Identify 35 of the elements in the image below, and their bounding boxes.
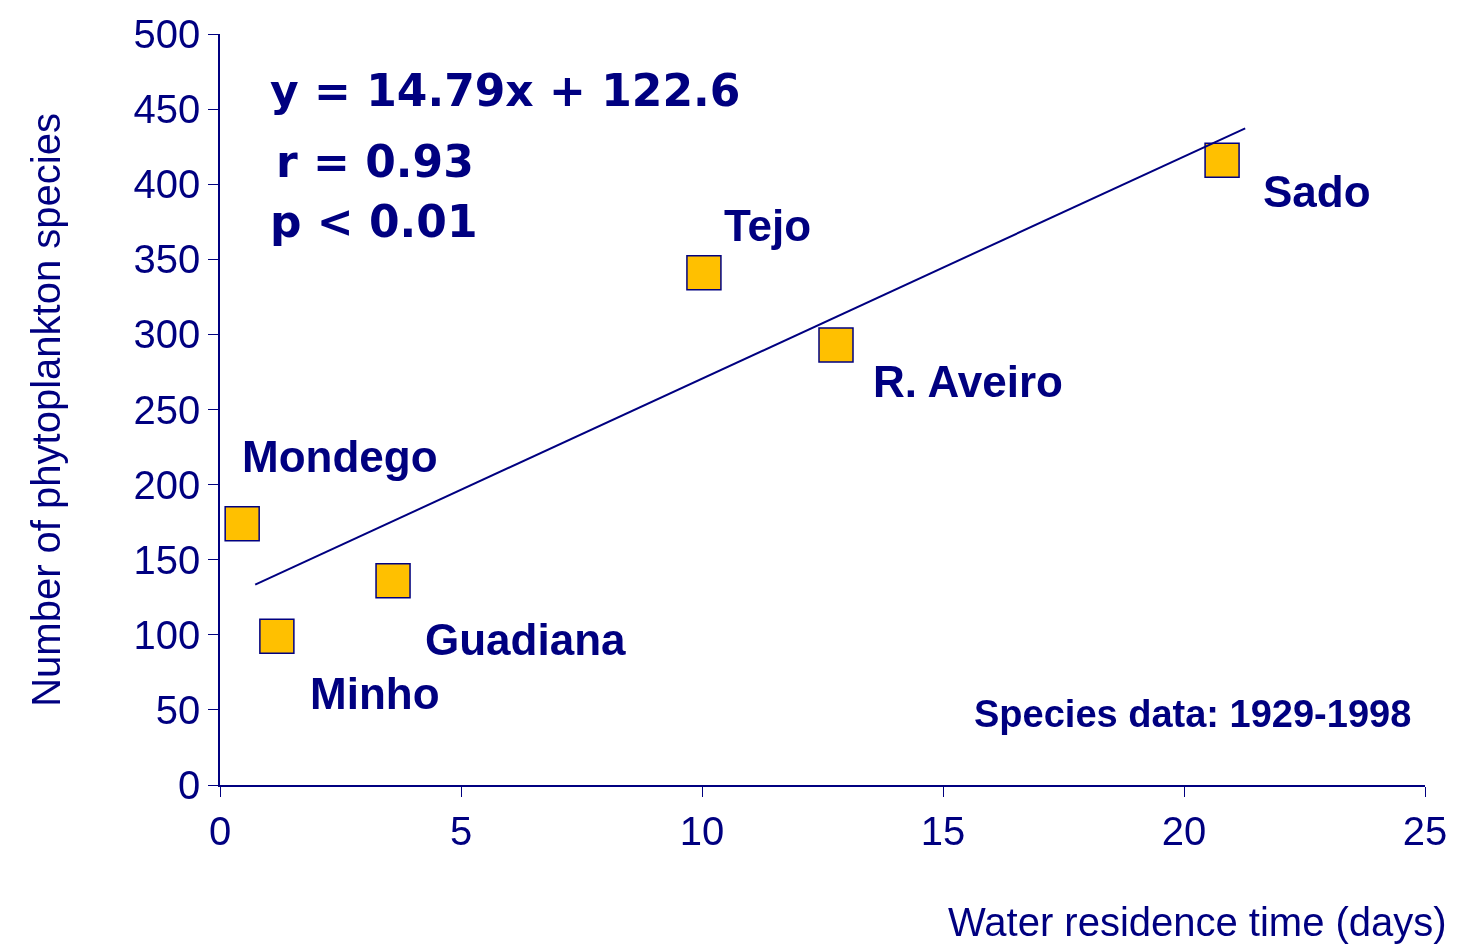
y-tick-label: 300 [133,312,201,357]
annotation: Mondego [242,432,438,481]
point [686,255,722,291]
point [1204,142,1240,178]
y-tick-label: 150 [133,537,201,582]
y-tick-label: 0 [178,763,201,807]
x-tick-label: 25 [1402,808,1448,853]
y-axis-title: Number of phytoplankton species [23,113,68,707]
x-axis-title: Water residence time (days) [948,900,1447,944]
x-tick-label: 20 [1161,808,1207,853]
y-tick-label: 450 [133,87,201,132]
y-tick-label: 50 [155,687,201,732]
annotation: R. Aveiro [873,357,1063,406]
y-tick-label: 400 [133,162,201,207]
point [818,327,854,363]
point [259,618,295,655]
point [224,505,260,542]
y-tick-label: 250 [133,387,201,432]
annotation: y = 14.79x + 122.6 [270,65,741,116]
x-tick-label: 10 [679,808,725,853]
annotation: Sado [1263,167,1371,216]
annotation: p < 0.01 [270,196,478,247]
annotation: Species data: 1929-1998 [974,693,1412,735]
x-tick-label: 5 [449,808,473,853]
annotation: Minho [310,669,440,718]
point [375,562,411,599]
x-tick-label: 15 [920,808,966,853]
x-tick-label: 0 [208,808,232,853]
y-tick-label: 200 [133,462,201,507]
y-tick-label: 100 [133,612,201,657]
y-tick-label: 500 [133,12,201,56]
annotation: r = 0.93 [276,136,474,187]
annotation: Guadiana [425,615,627,664]
y-tick-label: 350 [133,237,201,282]
annotation: Tejo [724,201,812,250]
